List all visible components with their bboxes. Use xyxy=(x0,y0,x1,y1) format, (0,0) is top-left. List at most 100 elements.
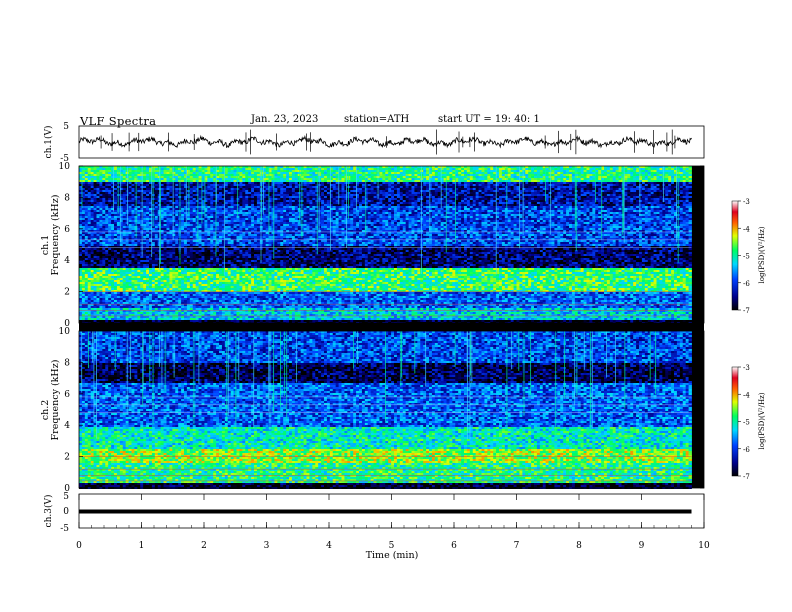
spec-cell xyxy=(536,174,541,176)
spec-cell xyxy=(189,204,194,206)
spec-cell xyxy=(137,178,141,180)
spec-cell xyxy=(396,212,401,214)
spec-cell xyxy=(618,198,622,200)
spec-cell xyxy=(283,186,287,188)
spec-cell xyxy=(84,202,89,204)
spec-cell xyxy=(519,210,523,212)
spec-cell xyxy=(251,202,255,204)
spec-cell xyxy=(184,176,188,178)
spec-cell xyxy=(256,172,261,174)
spec-cell xyxy=(122,210,127,212)
spec-cell xyxy=(402,198,407,200)
spec-cell xyxy=(633,198,637,200)
spec-cell xyxy=(335,186,339,188)
spec-cell xyxy=(481,174,485,176)
spec-cell xyxy=(99,208,103,210)
spec-cell xyxy=(318,188,322,190)
spec-cell xyxy=(353,166,357,168)
spec-cell xyxy=(519,180,523,182)
spec-cell xyxy=(338,170,342,172)
spec-cell xyxy=(499,182,503,184)
spec-cell xyxy=(370,198,374,200)
spec-cell xyxy=(592,204,596,206)
spec-cell xyxy=(189,196,194,198)
spec-cell xyxy=(230,212,234,214)
spec-cell xyxy=(571,170,576,172)
spec-cell xyxy=(496,208,500,210)
spec-cell xyxy=(554,188,558,190)
spec-cell xyxy=(394,176,398,178)
spec-cell xyxy=(87,204,92,206)
spec-cell xyxy=(248,212,252,214)
spec-cell xyxy=(373,168,377,170)
spec-cell xyxy=(668,186,672,188)
spec-cell xyxy=(195,194,199,196)
spec-cell xyxy=(408,196,412,198)
spec-cell xyxy=(195,210,199,212)
spec-cell xyxy=(280,168,284,170)
spec-cell xyxy=(268,200,272,202)
spec-cell xyxy=(551,174,555,176)
spec-cell xyxy=(656,170,660,172)
spec-cell xyxy=(149,212,153,214)
spec-cell xyxy=(338,194,342,196)
spec-cell xyxy=(557,200,561,202)
spec-cell xyxy=(335,166,339,168)
spec-cell xyxy=(277,178,281,180)
spec-cell xyxy=(402,212,407,214)
spec-cell xyxy=(612,180,617,182)
spec-cell xyxy=(216,182,220,184)
spec-cell xyxy=(615,172,619,174)
spec-cell xyxy=(128,168,132,170)
spec-cell xyxy=(522,168,526,170)
spec-cell xyxy=(119,168,124,170)
spec-cell xyxy=(501,188,506,190)
spec-cell xyxy=(402,170,407,172)
spec-cell xyxy=(420,196,424,198)
spec-cell xyxy=(461,184,465,186)
spec-cell xyxy=(338,176,342,178)
spec-cell xyxy=(551,186,555,188)
spec-cell xyxy=(332,196,337,198)
spec-cell xyxy=(685,170,689,172)
spec-cell xyxy=(111,176,115,178)
spec-cell xyxy=(443,174,447,176)
spec-cell xyxy=(595,176,599,178)
spec-cell xyxy=(105,174,109,176)
spec-cell xyxy=(172,168,176,170)
spec-cell xyxy=(449,172,453,174)
spec-cell xyxy=(303,198,307,200)
spec-cell xyxy=(399,194,404,196)
spec-cell xyxy=(332,166,337,168)
spec-cell xyxy=(461,176,465,178)
spec-cell xyxy=(108,194,112,196)
spec-cell xyxy=(478,194,482,196)
spec-cell xyxy=(274,174,278,176)
spec-cell xyxy=(472,166,477,168)
spec-cell xyxy=(589,184,593,186)
spec-cell xyxy=(685,198,689,200)
spec-cell xyxy=(256,194,261,196)
spec-cell xyxy=(274,204,278,206)
spec-cell xyxy=(534,188,538,190)
spec-cell xyxy=(251,210,255,212)
spec-cell xyxy=(364,202,369,204)
spec-cell xyxy=(659,168,663,170)
spec-cell xyxy=(306,186,310,188)
spec-cell xyxy=(242,200,246,202)
spec-cell xyxy=(641,200,646,202)
spec-cell xyxy=(361,182,366,184)
spec-cell xyxy=(221,196,226,198)
spec-cell xyxy=(81,200,86,202)
spec-cell xyxy=(376,206,380,208)
spec-cell xyxy=(650,204,654,206)
spec-cell xyxy=(102,174,106,176)
spec-cell xyxy=(137,210,141,212)
spec-cell xyxy=(452,194,456,196)
spec-cell xyxy=(379,210,383,212)
spec-cell xyxy=(604,168,608,170)
spec-cell xyxy=(216,206,220,208)
spec-cell xyxy=(458,212,462,214)
spec-cell xyxy=(452,198,456,200)
spec-cell xyxy=(192,180,197,182)
